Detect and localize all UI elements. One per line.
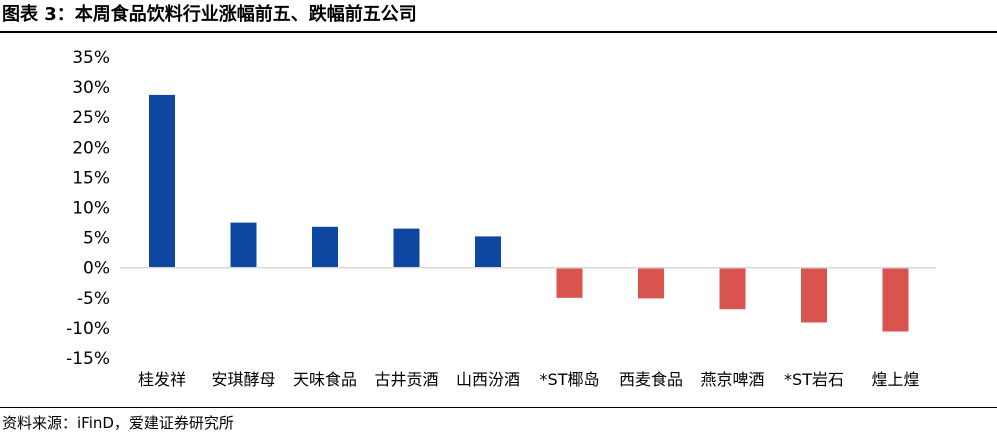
y-tick-label: 20% (72, 138, 110, 158)
bars (149, 94, 909, 332)
x-category-label: 天味食品 (293, 370, 357, 389)
bar (475, 236, 501, 268)
y-axis-tick-labels: -15% -10% -5% 0% 5% 10% 15% 20% 25% 30% 35% (66, 48, 110, 369)
x-category-label: 古井贡酒 (374, 370, 438, 389)
title-divider (0, 31, 997, 33)
chart-title: 图表 3：本周食品饮料行业涨幅前五、跌幅前五公司 (2, 4, 417, 25)
y-tick-label: 0% (83, 259, 110, 279)
bar (393, 228, 420, 268)
source-note: 资料来源：iFinD，爱建证券研究所 (2, 414, 234, 432)
bar (801, 267, 827, 323)
bar-chart: -15% -10% -5% 0% 5% 10% 15% 20% 25% 30% 35% 桂发祥 安琪酵… (66, 48, 936, 389)
y-tick-label: -10% (66, 319, 110, 339)
x-category-label: 煌上煌 (871, 370, 919, 389)
y-tick-label: -15% (66, 349, 110, 369)
x-category-label: 燕京啤酒 (700, 370, 764, 389)
bar (882, 267, 909, 332)
y-tick-label: 35% (72, 48, 110, 68)
bar (312, 226, 338, 268)
x-category-label: 安琪酵母 (211, 370, 275, 389)
source-divider (0, 407, 997, 408)
y-tick-label: -5% (77, 289, 110, 309)
bar (638, 267, 664, 299)
x-category-label: 山西汾酒 (456, 370, 520, 389)
x-axis-category-labels: 桂发祥 安琪酵母 天味食品 古井贡酒 山西汾酒 *ST椰岛 西麦食品 燕京啤酒 *ST岩石 煌上煌 (138, 370, 920, 389)
y-tick-label: 30% (72, 78, 110, 98)
y-tick-label: 25% (72, 108, 110, 128)
x-category-label: *ST岩石 (784, 370, 844, 389)
bar (230, 222, 257, 268)
bar (149, 94, 175, 268)
x-category-label: 西麦食品 (619, 370, 683, 389)
bar (719, 267, 746, 310)
x-category-label: *ST椰岛 (540, 370, 600, 389)
y-tick-label: 10% (72, 199, 110, 219)
bar (556, 267, 583, 298)
y-tick-label: 5% (83, 229, 110, 249)
y-tick-label: 15% (72, 168, 110, 188)
x-category-label: 桂发祥 (138, 370, 186, 389)
